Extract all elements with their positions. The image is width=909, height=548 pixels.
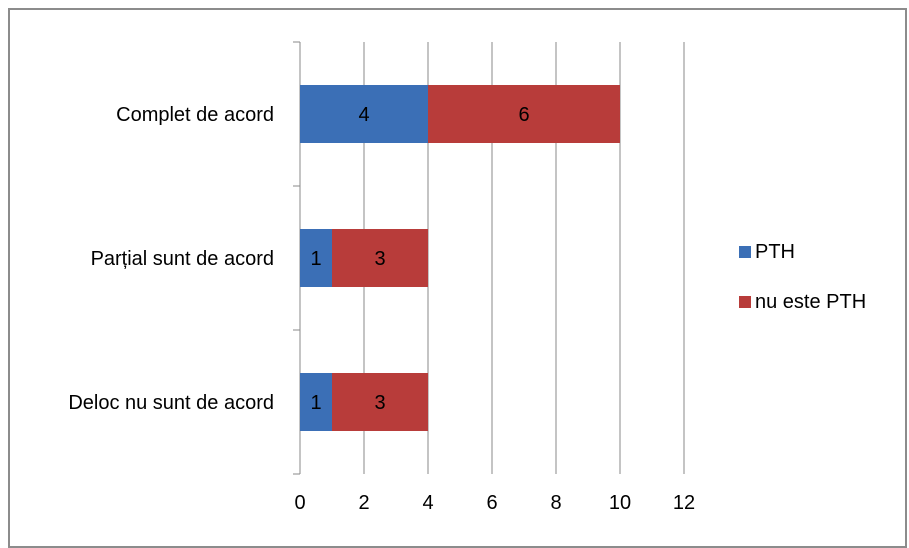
bar-pth-2 bbox=[300, 373, 332, 431]
x-tick-label-2: 2 bbox=[358, 492, 369, 514]
legend-label-1: nu este PTH bbox=[755, 291, 866, 313]
bar-nu-este-pth-0 bbox=[428, 85, 620, 143]
data-label-1-1: 3 bbox=[374, 248, 385, 270]
data-label-1-0: 6 bbox=[518, 104, 529, 126]
legend-label-0: PTH bbox=[755, 241, 795, 263]
bar-nu-este-pth-1 bbox=[332, 229, 428, 287]
data-label-0-0: 4 bbox=[358, 104, 369, 126]
data-label-1-2: 3 bbox=[374, 392, 385, 414]
bar-pth-1 bbox=[300, 229, 332, 287]
x-tick-label-4: 4 bbox=[422, 492, 433, 514]
legend-swatch-1 bbox=[739, 296, 751, 308]
category-label-2: Deloc nu sunt de acord bbox=[68, 392, 274, 414]
data-label-0-2: 1 bbox=[310, 392, 321, 414]
x-tick-label-12: 12 bbox=[673, 492, 695, 514]
x-tick-label-6: 6 bbox=[486, 492, 497, 514]
category-label-1: Parțial sunt de acord bbox=[91, 248, 274, 270]
x-tick-label-10: 10 bbox=[609, 492, 631, 514]
category-label-0: Complet de acord bbox=[116, 104, 274, 126]
stacked-bar-chart: 0 2 4 6 8 10 12 4 6 Complet de acord 1 3 Parțial sun… bbox=[68, 41, 866, 514]
bar-pth-0 bbox=[300, 85, 428, 143]
x-tick-label-8: 8 bbox=[550, 492, 561, 514]
legend-swatch-0 bbox=[739, 246, 751, 258]
x-tick-label-0: 0 bbox=[294, 492, 305, 514]
data-label-0-1: 1 bbox=[310, 248, 321, 270]
bar-nu-este-pth-2 bbox=[332, 373, 428, 431]
